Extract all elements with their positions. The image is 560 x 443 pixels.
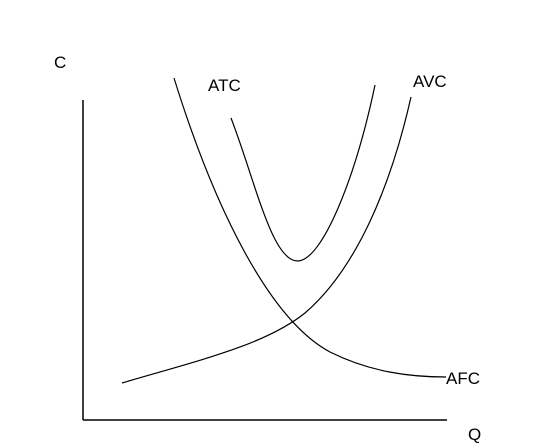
curve-label: AFC (446, 369, 480, 388)
avc-curve (121, 96, 412, 384)
curve-label: ATC (208, 76, 241, 95)
y-axis-label: C (54, 53, 66, 72)
atc-curve (230, 84, 376, 262)
x-axis-label: Q (468, 425, 481, 443)
curve-label: AVC (413, 72, 447, 91)
afc-curve (173, 77, 447, 378)
